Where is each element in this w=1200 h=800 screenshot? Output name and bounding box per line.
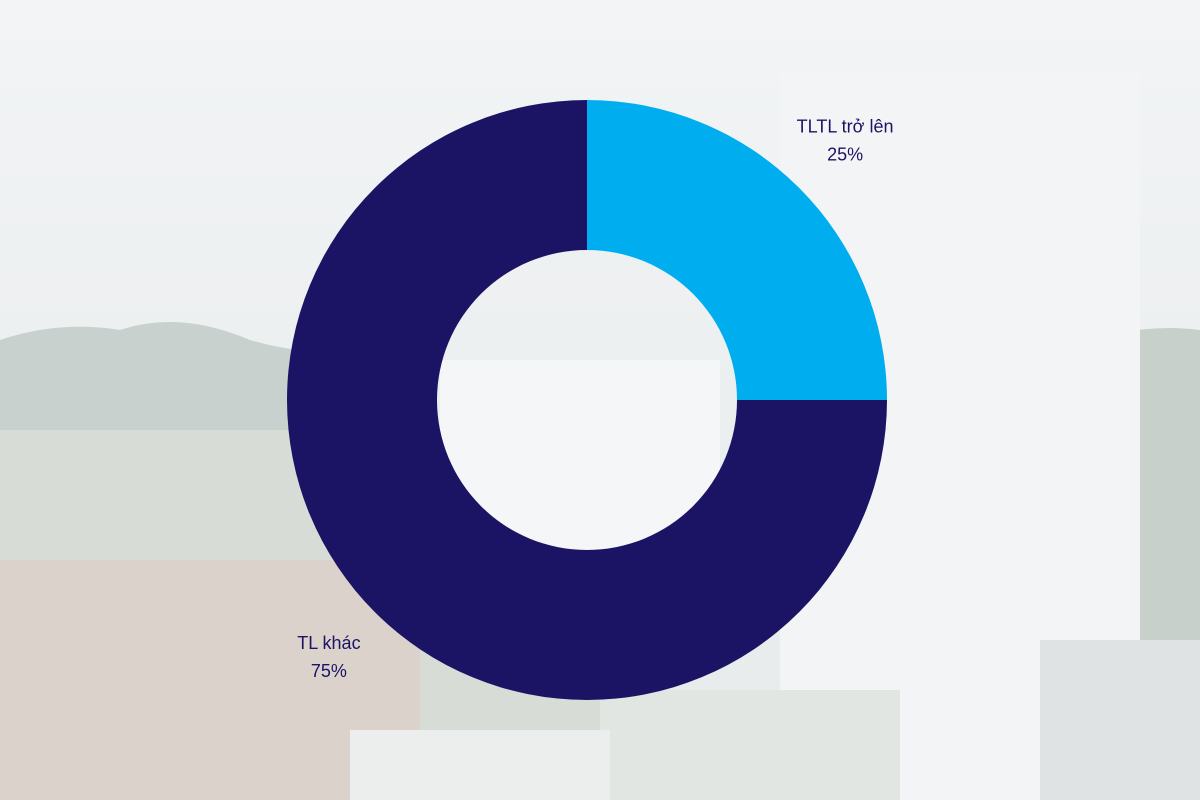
slice bbox=[587, 100, 887, 400]
value-label: 25% bbox=[827, 145, 863, 165]
value-label: 75% bbox=[311, 661, 347, 681]
slice-label: TLTL trở lên bbox=[797, 117, 894, 137]
slice-label: TL khác bbox=[297, 633, 360, 653]
donut bbox=[287, 100, 887, 700]
slice bbox=[287, 100, 887, 700]
